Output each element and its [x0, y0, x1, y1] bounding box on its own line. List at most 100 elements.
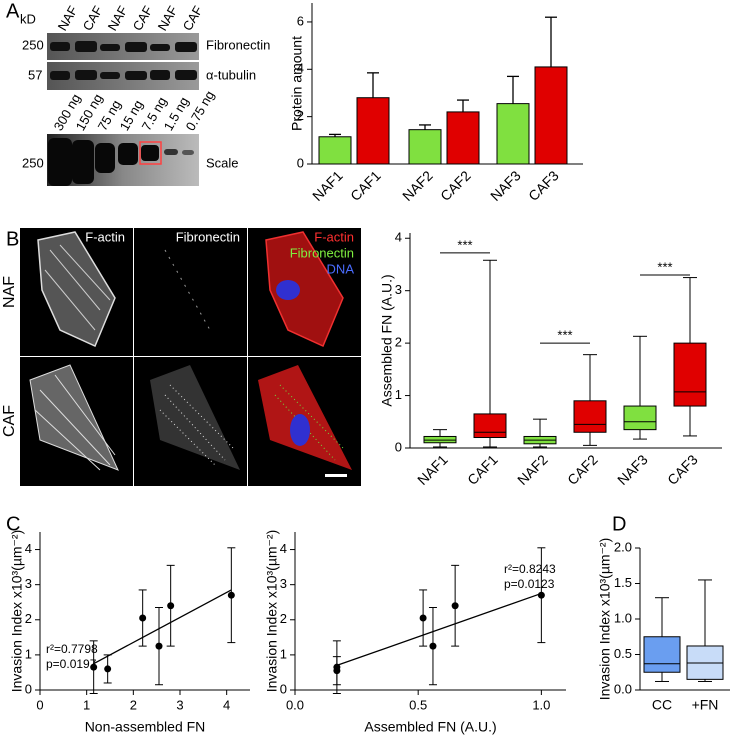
- x-tick-label: 2: [130, 697, 137, 712]
- y-tick-label: 4: [297, 61, 304, 76]
- x-tick-label: 0: [36, 697, 43, 712]
- lane-label: NAF: [155, 3, 181, 33]
- y-tick-label: 0: [395, 439, 402, 454]
- lane-label: CAF: [180, 3, 206, 33]
- channel-label: Fibronectin: [176, 229, 240, 244]
- point: [537, 591, 545, 599]
- y-axis-title: Assembled FN (A.U.): [379, 274, 395, 406]
- y-tick-label: 2: [395, 335, 402, 350]
- panel-letter: A: [6, 0, 20, 22]
- point: [104, 665, 112, 673]
- x-tick-label: +FN: [692, 697, 719, 713]
- y-tick-label: 3: [25, 576, 32, 591]
- y-tick-label: 2: [297, 108, 304, 123]
- lane-label: CAF: [130, 3, 156, 33]
- y-tick-label: 1.0: [614, 610, 632, 625]
- stat-annotation: r²=0.7798: [46, 642, 98, 656]
- x-tick-label: NAF2: [399, 167, 436, 204]
- blot-marker: 250: [22, 155, 44, 170]
- panel-letter: C: [6, 513, 20, 535]
- y-tick-label: 1: [395, 387, 402, 402]
- box: [673, 342, 707, 407]
- bar: [408, 129, 442, 165]
- blot-bands: [48, 138, 194, 186]
- lane-label: NAF: [105, 3, 131, 33]
- x-axis-title: Assembled FN (A.U.): [364, 719, 496, 735]
- x-tick-label: CAF3: [525, 167, 562, 204]
- x-tick-label: CAF1: [464, 451, 501, 488]
- x-tick-label: NAF3: [614, 451, 651, 488]
- bar: [534, 66, 568, 165]
- point: [227, 591, 235, 599]
- point: [429, 642, 437, 650]
- x-tick-label: 0.5: [409, 697, 427, 712]
- x-tick-label: NAF2: [514, 451, 551, 488]
- point: [167, 602, 175, 610]
- channel-label: F-actin: [85, 229, 125, 244]
- box: [573, 400, 607, 433]
- highlight-box: [139, 141, 162, 165]
- y-axis-title: Invasion Index x10³(µm⁻²): [9, 530, 25, 693]
- point: [155, 642, 163, 650]
- point: [333, 667, 341, 675]
- blot-row-label: Scale: [206, 155, 239, 170]
- point: [139, 614, 147, 622]
- y-tick-label: 0.0: [614, 681, 632, 696]
- fit-line: [93, 589, 232, 665]
- lane-label: 0.75 ng: [183, 88, 218, 133]
- y-tick-label: 2: [25, 611, 32, 626]
- box: [643, 636, 681, 673]
- y-axis-title: Invasion Index x10³(µm⁻²): [597, 538, 613, 701]
- significance-label: ***: [657, 259, 672, 274]
- blot-image: [47, 33, 199, 60]
- blot-marker: 57: [28, 67, 42, 82]
- channel-label: DNA: [327, 261, 355, 276]
- y-tick-label: 2: [280, 611, 287, 626]
- x-tick-label: NAF1: [414, 451, 451, 488]
- blot-unit: kD: [20, 11, 36, 26]
- significance-label: ***: [557, 328, 572, 343]
- y-tick-label: 0: [297, 155, 304, 170]
- point: [451, 602, 459, 610]
- stat-annotation: p=0.0197: [46, 657, 97, 671]
- x-tick-label: CAF3: [664, 451, 701, 488]
- significance-label: ***: [457, 237, 472, 252]
- channel-label: Fibronectin: [290, 245, 354, 260]
- x-tick-label: NAF3: [487, 167, 524, 204]
- y-tick-label: 3: [395, 282, 402, 297]
- blot-bands: [50, 41, 197, 80]
- bar: [356, 97, 390, 165]
- blot-row-label: Fibronectin: [206, 37, 270, 52]
- y-tick-label: 1: [25, 646, 32, 661]
- x-tick-label: CAF2: [564, 451, 601, 488]
- row-label: NAF: [1, 276, 18, 308]
- stat-annotation: p=0.0123: [504, 577, 555, 591]
- x-tick-label: 1: [83, 697, 90, 712]
- x-tick-label: CAF1: [347, 167, 384, 204]
- y-tick-label: 0.5: [614, 646, 632, 661]
- bar: [496, 103, 530, 165]
- x-axis-title: Non-assembled FN: [85, 719, 206, 735]
- x-tick-label: 4: [223, 697, 230, 712]
- box: [473, 413, 507, 439]
- x-tick-label: 1.0: [532, 697, 550, 712]
- bar: [318, 136, 352, 165]
- x-tick-label: 0.0: [286, 697, 304, 712]
- x-tick-label: CAF2: [437, 167, 474, 204]
- bar: [446, 111, 480, 165]
- y-axis-title: Protein amount: [289, 36, 305, 131]
- stat-annotation: r²=0.8243: [504, 562, 556, 576]
- y-tick-label: 0: [25, 681, 32, 696]
- blot-marker: 250: [22, 37, 44, 52]
- x-tick-label: 3: [176, 697, 183, 712]
- y-tick-label: 0: [280, 681, 287, 696]
- point: [90, 663, 98, 671]
- point: [419, 614, 427, 622]
- blot-image: [47, 62, 199, 90]
- fit-line: [336, 592, 542, 667]
- blot-row-label: α-tubulin: [206, 67, 256, 82]
- y-tick-label: 4: [280, 541, 287, 556]
- y-tick-label: 3: [280, 576, 287, 591]
- y-tick-label: 2.0: [614, 539, 632, 554]
